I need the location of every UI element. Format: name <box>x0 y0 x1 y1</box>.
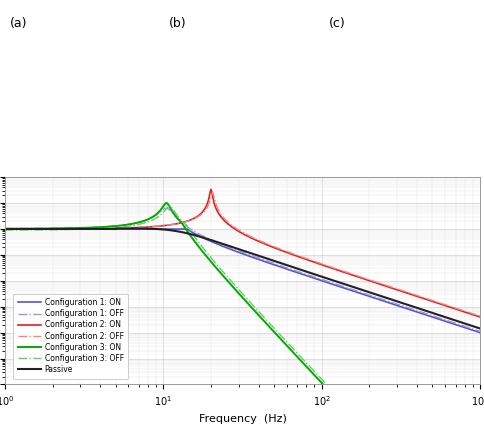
Line: Configuration 3: ON: Configuration 3: ON <box>5 203 479 432</box>
Passive <box>56 226 62 232</box>
Configuration 3: ON: (3.31, 1.11): ON: (3.31, 1.11) <box>84 225 90 230</box>
Configuration 3: OFF: (14.2, 1.26): OFF: (14.2, 1.26) <box>184 224 190 229</box>
Configuration 1: OFF: (19.1, 0.437): OFF: (19.1, 0.437) <box>205 236 211 241</box>
Configuration 1: OFF: (1, 1.03): OFF: (1, 1.03) <box>2 226 8 231</box>
Configuration 2: OFF: (1, 1.03): OFF: (1, 1.03) <box>2 226 8 231</box>
Configuration 3: OFF: (10.9, 7.51): OFF: (10.9, 7.51) <box>166 203 172 209</box>
Configuration 2: ON: (20, 33.2): ON: (20, 33.2) <box>208 187 213 192</box>
Legend: Configuration 1: ON, Configuration 1: OFF, Configuration 2: ON, Configuration 2:: Configuration 1: ON, Configuration 1: OF… <box>14 294 128 378</box>
Configuration 2: ON: (19.1, 10.5): ON: (19.1, 10.5) <box>204 200 210 205</box>
Configuration 2: OFF: (19.1, 7.39): OFF: (19.1, 7.39) <box>204 204 210 209</box>
Passive <box>467 323 473 328</box>
Passive <box>129 226 135 231</box>
Configuration 3: OFF: (19.1, 0.109): OFF: (19.1, 0.109) <box>205 251 211 257</box>
Configuration 2: ON: (14.1, 2): ON: (14.1, 2) <box>184 219 190 224</box>
Configuration 2: OFF: (1e+03, 0.000433): OFF: (1e+03, 0.000433) <box>476 314 482 319</box>
Configuration 2: ON: (1, 1): ON: (1, 1) <box>2 226 8 232</box>
Configuration 2: OFF: (14.1, 1.96): OFF: (14.1, 1.96) <box>184 219 190 224</box>
Configuration 2: OFF: (3.31, 1.06): OFF: (3.31, 1.06) <box>84 226 90 231</box>
Text: (c): (c) <box>328 17 345 30</box>
Configuration 1: ON: (3.31, 1): ON: (3.31, 1) <box>84 226 90 232</box>
Configuration 1: OFF: (3.31, 1.13): OFF: (3.31, 1.13) <box>84 225 90 230</box>
Line: Configuration 3: OFF: Configuration 3: OFF <box>5 206 479 432</box>
Configuration 2: ON: (1e+03, 0.0004): ON: (1e+03, 0.0004) <box>476 314 482 320</box>
Configuration 3: OFF: (1, 0.907): OFF: (1, 0.907) <box>2 228 8 233</box>
Configuration 1: OFF: (2.2, 1.07): OFF: (2.2, 1.07) <box>56 226 62 231</box>
Configuration 1: ON: (19.1, 0.377): ON: (19.1, 0.377) <box>204 237 210 242</box>
Configuration 1: OFF: (10.4, 6.4): OFF: (10.4, 6.4) <box>163 206 169 211</box>
Configuration 1: ON: (1, 1): ON: (1, 1) <box>2 226 8 232</box>
Passive <box>476 326 482 331</box>
Configuration 3: OFF: (3.31, 0.989): OFF: (3.31, 0.989) <box>84 226 90 232</box>
Configuration 1: ON: (1e+03, 0.0001): ON: (1e+03, 0.0001) <box>476 330 482 335</box>
Configuration 3: ON: (14.2, 0.815): ON: (14.2, 0.815) <box>184 229 190 234</box>
Configuration 1: ON: (14.1, 0.982): ON: (14.1, 0.982) <box>184 226 190 232</box>
Configuration 3: ON: (10.5, 10): ON: (10.5, 10) <box>163 200 169 206</box>
Passive <box>184 231 190 236</box>
Configuration 1: OFF: (1e+03, 0.000112): OFF: (1e+03, 0.000112) <box>476 329 482 334</box>
Configuration 1: ON: (2.2, 1): ON: (2.2, 1) <box>56 226 62 232</box>
Line: Configuration 1: OFF: Configuration 1: OFF <box>5 208 479 331</box>
Configuration 3: ON: (1, 1.01): ON: (1, 1.01) <box>2 226 8 232</box>
Configuration 2: OFF: (416, 0.00251): OFF: (416, 0.00251) <box>416 294 422 299</box>
Text: (a): (a) <box>10 17 27 30</box>
Line: Configuration 2: OFF: Configuration 2: OFF <box>5 192 479 316</box>
Configuration 2: OFF: (2.2, 1.04): OFF: (2.2, 1.04) <box>56 226 62 231</box>
Configuration 2: ON: (416, 0.00232): ON: (416, 0.00232) <box>416 295 422 300</box>
Passive <box>416 306 422 311</box>
Text: (b): (b) <box>168 17 186 30</box>
Line: Configuration 2: ON: Configuration 2: ON <box>5 190 479 317</box>
Configuration 3: ON: (2.2, 1.05): ON: (2.2, 1.05) <box>56 226 62 231</box>
Configuration 2: OFF: (875, 0.000566): OFF: (875, 0.000566) <box>467 311 473 316</box>
Configuration 1: OFF: (14.2, 1.2): OFF: (14.2, 1.2) <box>184 224 190 229</box>
Configuration 3: OFF: (2.2, 0.937): OFF: (2.2, 0.937) <box>56 227 62 232</box>
Configuration 1: OFF: (875, 0.000147): OFF: (875, 0.000147) <box>467 326 473 331</box>
Passive <box>84 226 90 232</box>
Passive <box>205 236 211 241</box>
Configuration 3: ON: (19.1, 0.0759): ON: (19.1, 0.0759) <box>205 255 211 260</box>
Configuration 2: ON: (2.2, 1.01): ON: (2.2, 1.01) <box>56 226 62 232</box>
Configuration 2: ON: (3.31, 1.03): ON: (3.31, 1.03) <box>84 226 90 231</box>
Configuration 1: ON: (415, 0.000581): ON: (415, 0.000581) <box>416 310 422 315</box>
Configuration 2: OFF: (20.5, 25.8): OFF: (20.5, 25.8) <box>209 190 215 195</box>
Configuration 1: OFF: (416, 0.000651): OFF: (416, 0.000651) <box>416 309 422 314</box>
Passive <box>2 226 8 232</box>
Configuration 2: ON: (875, 0.000523): ON: (875, 0.000523) <box>467 311 473 317</box>
Configuration 1: ON: (873, 0.000131): ON: (873, 0.000131) <box>467 327 473 332</box>
X-axis label: Frequency  (Hz): Frequency (Hz) <box>198 413 286 423</box>
Line: Passive: Passive <box>5 229 479 328</box>
Line: Configuration 1: ON: Configuration 1: ON <box>5 229 479 333</box>
